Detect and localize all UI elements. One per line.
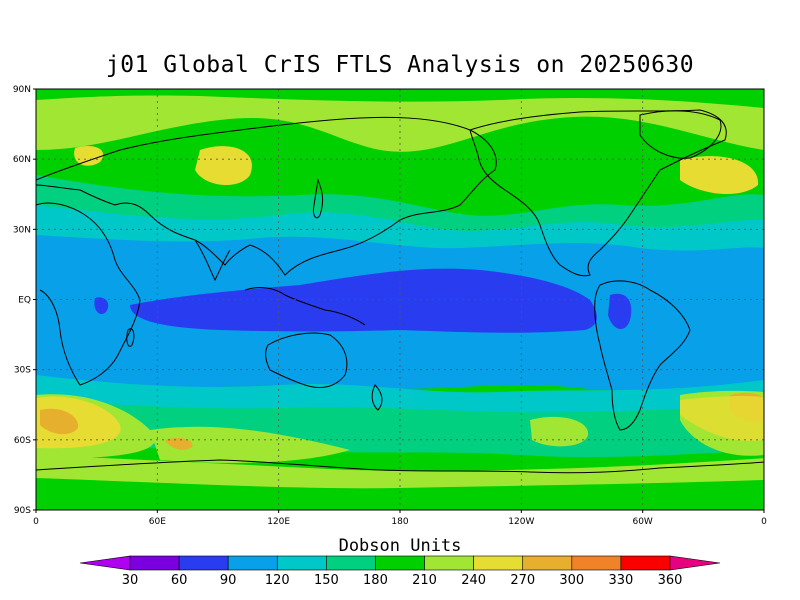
colorbar-title: Dobson Units: [338, 536, 462, 556]
lat-label: 90S: [14, 506, 31, 516]
lat-label: 60N: [13, 155, 31, 165]
lon-axis: 0 60E 120E 180 120W 60W 0: [33, 510, 767, 527]
coast-indonesia: [244, 287, 366, 326]
coast-antarctica: [36, 459, 764, 474]
field-north-yellow-2: [680, 156, 759, 195]
coast-greenland: [639, 110, 722, 159]
colorbar-label: 330: [608, 573, 633, 588]
field-antarctic-green: [36, 478, 764, 510]
coast-nz: [371, 384, 383, 411]
graticule: [36, 89, 764, 510]
field-south-lime-4: [530, 416, 589, 447]
coast-eurasia: [36, 116, 497, 276]
field-equator-low-3: [94, 297, 109, 315]
colorbar-label: 270: [510, 573, 535, 588]
coast-madagascar: [126, 328, 135, 347]
lon-label: 120E: [267, 517, 290, 527]
colorbar-swatch: [178, 555, 229, 571]
lon-label: 180: [391, 517, 408, 527]
lon-label: 60W: [632, 517, 652, 527]
field-north-yellow-3: [74, 145, 104, 166]
coast-north-america: [469, 109, 727, 277]
colorbar-label: 30: [122, 573, 139, 588]
field-south-lime-3: [150, 426, 350, 463]
lon-label: 0: [761, 517, 767, 527]
colorbar-swatch: [276, 555, 327, 571]
lat-axis: 90N 60N 30N EQ 30S 60S 90S: [13, 85, 36, 516]
coast-japan: [313, 178, 324, 219]
lat-label: 30S: [14, 366, 31, 376]
colorbar-swatch: [522, 555, 573, 571]
colorbar-label: 360: [658, 573, 683, 588]
colorbar-swatch: [473, 555, 524, 571]
colorbar-label: 240: [461, 573, 486, 588]
colorbar-swatch: [620, 555, 671, 571]
coastlines: [36, 109, 764, 474]
colorbar-swatch: [129, 555, 180, 571]
map-title: j01 Global CrIS FTLS Analysis on 2025063…: [105, 52, 695, 78]
colorbar-label: 60: [171, 573, 188, 588]
field-south-yellow-2: [680, 395, 764, 441]
colorbar-label: 300: [559, 573, 584, 588]
colorbar-label: 180: [363, 573, 388, 588]
field-north-green: [36, 89, 764, 108]
colorbar-swatch: [375, 555, 425, 571]
colorbar-label: 150: [314, 573, 339, 588]
coast-africa: [36, 202, 141, 386]
coast-south-america: [594, 280, 691, 431]
field-north-yellow-1: [195, 146, 252, 186]
colorbar-swatch: [571, 555, 622, 571]
colorbar-swatch: [227, 555, 278, 571]
colorbar-label: 210: [412, 573, 437, 588]
lon-label: 60E: [149, 517, 166, 527]
lat-label: 90N: [13, 85, 31, 95]
field-south-orange-1: [40, 408, 79, 435]
colorbar-arrow-high: [669, 555, 721, 571]
colorbar-swatch: [424, 555, 474, 571]
lat-label: 30N: [13, 225, 31, 235]
colorbar-swatch: [326, 555, 376, 571]
lon-label: 120W: [508, 517, 534, 527]
colorbar-label: 90: [220, 573, 237, 588]
coast-australia: [265, 332, 348, 388]
coast-india: [194, 239, 231, 282]
colorbar-label: 120: [265, 573, 290, 588]
field-south-orange-3: [165, 437, 193, 450]
lat-label: EQ: [18, 296, 31, 306]
field-equator-low: [130, 268, 597, 333]
colorbar: 30 60 90 120 150 180 210 240 270 300 330 360: [79, 555, 721, 588]
field-equator-low-2: [608, 293, 632, 330]
lon-label: 0: [33, 517, 39, 527]
colorbar-arrow-low: [79, 555, 131, 571]
lat-label: 60S: [14, 436, 31, 446]
